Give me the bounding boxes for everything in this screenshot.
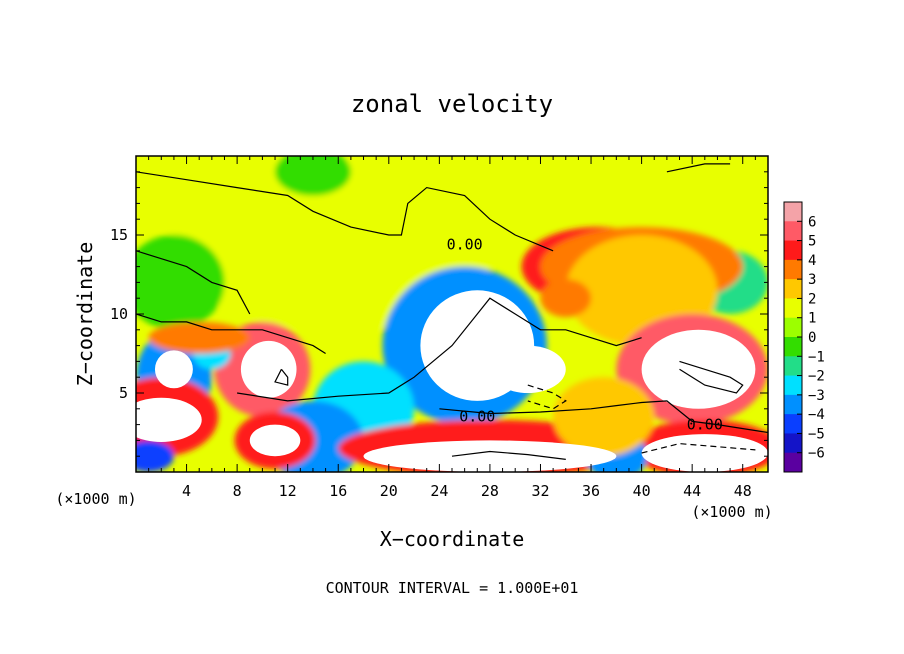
y-axis: 5 10 15 (110, 171, 768, 457)
contour-line (274, 368, 289, 386)
x-tick-label: 4 (182, 482, 191, 500)
chart-title: zonal velocity (351, 90, 553, 118)
x-tick-label: 36 (582, 482, 600, 500)
field-blob (240, 340, 297, 398)
colorbar-tick-label: 5 (808, 234, 816, 250)
x-tick-label: 16 (329, 482, 347, 500)
colorbar-tick-label: 3 (808, 272, 816, 288)
colorbar-tick-label: 0 (808, 330, 816, 346)
x-tick-label: 40 (633, 482, 651, 500)
contour-line (136, 250, 251, 315)
contour-line (136, 313, 326, 355)
x-axis: 4 8 12 16 20 24 28 32 36 40 44 48 (148, 156, 756, 500)
colorbar-swatch (784, 375, 802, 396)
field-blob (275, 156, 351, 196)
field-blob (553, 377, 655, 457)
colorbar-swatch (784, 356, 802, 377)
colorbar-swatch (784, 394, 802, 415)
colorbar-tick-label: −6 (808, 446, 825, 462)
colorbar-tick-label: −3 (808, 388, 825, 404)
field-blob (136, 440, 174, 472)
colorbar-swatch (784, 202, 802, 222)
colorbar-swatch (784, 452, 802, 473)
colorbar-tick-label: 2 (808, 291, 816, 307)
x-unit-label-left: (×1000 m) (55, 490, 136, 508)
colorbar-swatch (784, 259, 802, 280)
x-tick-label: 44 (683, 482, 701, 500)
colorbar-swatch (784, 298, 802, 319)
colorbar-swatch (784, 414, 802, 434)
colorbar-swatch (784, 337, 802, 357)
field-blob (154, 350, 193, 389)
x-tick-label: 20 (380, 482, 398, 500)
field-blobs (136, 156, 768, 472)
contour-lines (136, 163, 768, 460)
colorbar-tick-label: 4 (808, 253, 816, 269)
colorbar-tick-label: −2 (808, 369, 825, 385)
colorbar-swatch (784, 221, 802, 242)
contour-line (237, 297, 642, 402)
field-blob (641, 434, 768, 472)
x-tick-label: 32 (531, 482, 549, 500)
field-blob (249, 424, 301, 457)
velocity-field (136, 156, 768, 472)
y-tick-label: 5 (119, 384, 128, 402)
field-blob (489, 345, 566, 393)
colorbar-tick-label: −4 (808, 407, 825, 423)
contour-label: 0.00 (459, 408, 495, 426)
colorbar-swatch (784, 240, 802, 261)
x-tick-label: 28 (481, 482, 499, 500)
y-axis-label: Z−coordinate (73, 242, 97, 387)
colorbar-swatch (784, 317, 802, 338)
x-tick-label: 12 (279, 482, 297, 500)
plot-area: 0.000.00 0.00 4 8 12 16 20 24 28 32 36 40 44 48 5101… (110, 155, 769, 500)
colorbar: 6 5 4 3 2 1 0 −1 −2 −3 −4 −5 −6 (783, 201, 825, 473)
colorbar-tick-label: 1 (808, 311, 816, 327)
x-axis-label: X−coordinate (380, 527, 525, 551)
y-tick-label: 10 (110, 305, 128, 323)
field-blob (540, 279, 592, 318)
contour-line (679, 360, 744, 394)
x-tick-label: 24 (430, 482, 448, 500)
contour-line (439, 400, 768, 434)
contour-label: 0.00 (687, 416, 723, 434)
colorbar-swatch (784, 279, 802, 299)
contour-labels: 0.00 0.00 0.00 (447, 235, 723, 433)
contour-interval-text: CONTOUR INTERVAL = 1.000E+01 (326, 579, 579, 597)
contour-label: 0.00 (447, 235, 483, 253)
y-tick-label: 15 (110, 226, 128, 244)
x-tick-label: 8 (233, 482, 242, 500)
x-tick-label: 48 (734, 482, 752, 500)
field-blob (136, 397, 202, 442)
contour-line (666, 163, 731, 173)
colorbar-tick-label: 6 (808, 214, 816, 230)
field-blob (641, 329, 756, 409)
field-blob (136, 235, 225, 330)
colorbar-tick-label: −5 (808, 426, 825, 442)
x-unit-label-right: (×1000 m) (691, 503, 772, 521)
colorbar-swatch (784, 433, 802, 454)
colorbar-tick-label: −1 (808, 349, 825, 365)
field-blob (363, 440, 617, 472)
contour-line (451, 450, 566, 460)
contour-line (527, 384, 567, 410)
contour-line (136, 171, 554, 252)
field-blob (148, 321, 250, 354)
